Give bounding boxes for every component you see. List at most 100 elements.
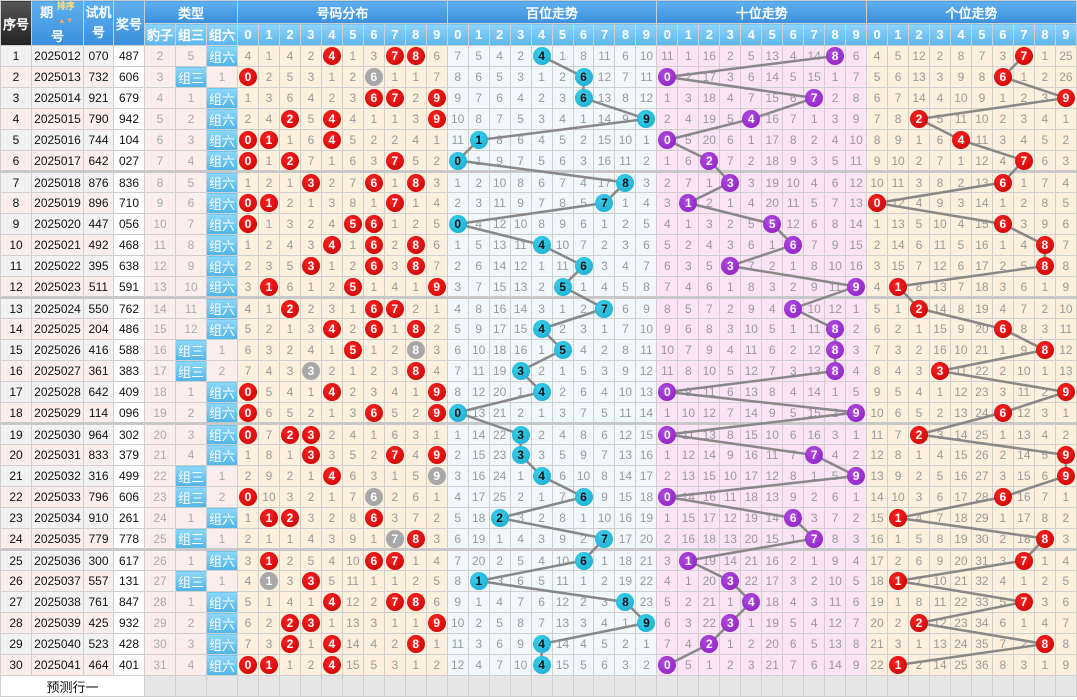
sort-button[interactable]: 排序 ▲▼ <box>57 2 75 27</box>
h-cell: 4 <box>530 633 553 655</box>
row-draw-number: 104 <box>113 129 145 151</box>
dist-cell: 10 <box>341 549 364 571</box>
dist-cell: 2 <box>278 633 301 655</box>
prediction-cell[interactable] <box>782 675 805 697</box>
prediction-cell[interactable] <box>509 675 532 697</box>
h-cell: 16 <box>509 339 532 361</box>
t-cell: 16 <box>761 108 784 130</box>
prediction-cell[interactable] <box>341 675 364 697</box>
t-cell: 18 <box>740 486 763 508</box>
u-cell: 7 <box>908 255 930 277</box>
u-cell: 7 <box>1012 45 1035 67</box>
u-cell: 21 <box>970 339 993 361</box>
prediction-cell[interactable] <box>740 675 763 697</box>
t-cell: 1 <box>740 612 763 634</box>
prediction-cell[interactable] <box>761 675 784 697</box>
t-cell: 1 <box>677 213 700 235</box>
u-ball: 8 <box>1035 635 1054 653</box>
prediction-cell[interactable] <box>845 675 868 697</box>
prediction-cell[interactable] <box>257 675 280 697</box>
prediction-cell[interactable] <box>320 675 343 697</box>
prediction-cell[interactable] <box>425 675 448 697</box>
h-cell: 1 <box>551 360 574 382</box>
prediction-cell[interactable] <box>970 675 993 697</box>
prediction-cell[interactable] <box>908 675 930 697</box>
dist-ball: 0 <box>239 403 257 421</box>
h-cell: 10 <box>509 213 532 235</box>
prediction-cell[interactable] <box>1033 675 1056 697</box>
prediction-cell[interactable] <box>467 675 490 697</box>
u-cell: 5 <box>991 591 1014 613</box>
u-cell: 1 <box>1054 486 1077 508</box>
prediction-cell[interactable] <box>144 675 176 697</box>
prediction-cell[interactable] <box>551 675 574 697</box>
header-hundreds-digit-1: 1 <box>467 23 490 46</box>
h-ball: 6 <box>574 89 593 107</box>
row-seq: 23 <box>0 507 32 529</box>
prediction-cell[interactable] <box>593 675 616 697</box>
dist-ball: 0 <box>239 383 257 401</box>
prediction-cell[interactable] <box>362 675 385 697</box>
prediction-cell[interactable] <box>635 675 658 697</box>
h-cell: 3 <box>446 465 469 487</box>
prediction-cell[interactable] <box>278 675 301 697</box>
prediction-cell[interactable] <box>803 675 826 697</box>
prediction-cell[interactable] <box>1054 675 1077 697</box>
t-cell: 3 <box>698 213 721 235</box>
h-ball: 4 <box>532 47 551 65</box>
prediction-cell[interactable] <box>488 675 511 697</box>
u-cell: 14 <box>866 486 889 508</box>
prediction-cell[interactable] <box>656 675 679 697</box>
prediction-cell[interactable] <box>1012 675 1035 697</box>
u-cell: 5 <box>887 381 910 403</box>
prediction-cell[interactable] <box>530 675 553 697</box>
t-cell: 1 <box>824 66 847 88</box>
prediction-cell[interactable] <box>698 675 721 697</box>
header-units-digit-5: 5 <box>970 23 993 46</box>
prediction-cell[interactable] <box>928 675 951 697</box>
prediction-cell[interactable] <box>677 675 700 697</box>
prediction-cell[interactable] <box>824 675 847 697</box>
prediction-cell[interactable] <box>299 675 322 697</box>
t-cell: 3 <box>761 276 784 299</box>
row-seq: 6 <box>0 150 32 173</box>
t-ball: 0 <box>658 383 677 401</box>
u-cell: 7 <box>908 570 930 592</box>
t-ball: 1 <box>679 551 698 570</box>
t-cell: 10 <box>740 318 763 340</box>
t-cell: 19 <box>698 108 721 130</box>
dist-ball: 3 <box>301 425 320 444</box>
h-cell: 18 <box>635 486 658 508</box>
prediction-cell[interactable] <box>446 675 469 697</box>
h-cell: 9 <box>635 612 658 634</box>
dist-cell: 5 <box>257 381 280 403</box>
prediction-cell[interactable] <box>614 675 637 697</box>
u-cell: 6 <box>928 486 951 508</box>
prediction-cell[interactable] <box>572 675 595 697</box>
u-cell: 12 <box>887 192 910 214</box>
prediction-cell[interactable] <box>205 675 239 697</box>
dist-cell: 2 <box>320 507 343 529</box>
h-cell: 22 <box>488 423 511 445</box>
prediction-cell[interactable] <box>237 675 259 697</box>
u-cell: 3 <box>991 549 1014 571</box>
prediction-cell[interactable] <box>719 675 742 697</box>
u-cell: 8 <box>991 654 1014 676</box>
u-cell: 1 <box>991 423 1014 445</box>
dist-ball: 4 <box>322 656 341 674</box>
prediction-cell[interactable] <box>404 675 427 697</box>
type-badge: 组六 <box>205 612 239 634</box>
header-issue[interactable]: 期 排序 ▲▼ 号 <box>31 0 84 46</box>
type-miss-count: 3 <box>144 66 176 88</box>
t-cell: 7 <box>782 444 805 466</box>
prediction-cell[interactable] <box>383 675 406 697</box>
prediction-cell[interactable] <box>175 675 207 697</box>
prediction-cell[interactable] <box>949 675 972 697</box>
u-cell: 7 <box>1054 234 1077 256</box>
t-cell: 7 <box>782 108 805 130</box>
prediction-cell[interactable] <box>866 675 889 697</box>
prediction-cell[interactable] <box>991 675 1014 697</box>
dist-cell: 5 <box>362 654 385 676</box>
h-cell: 12 <box>635 360 658 382</box>
prediction-cell[interactable] <box>887 675 910 697</box>
